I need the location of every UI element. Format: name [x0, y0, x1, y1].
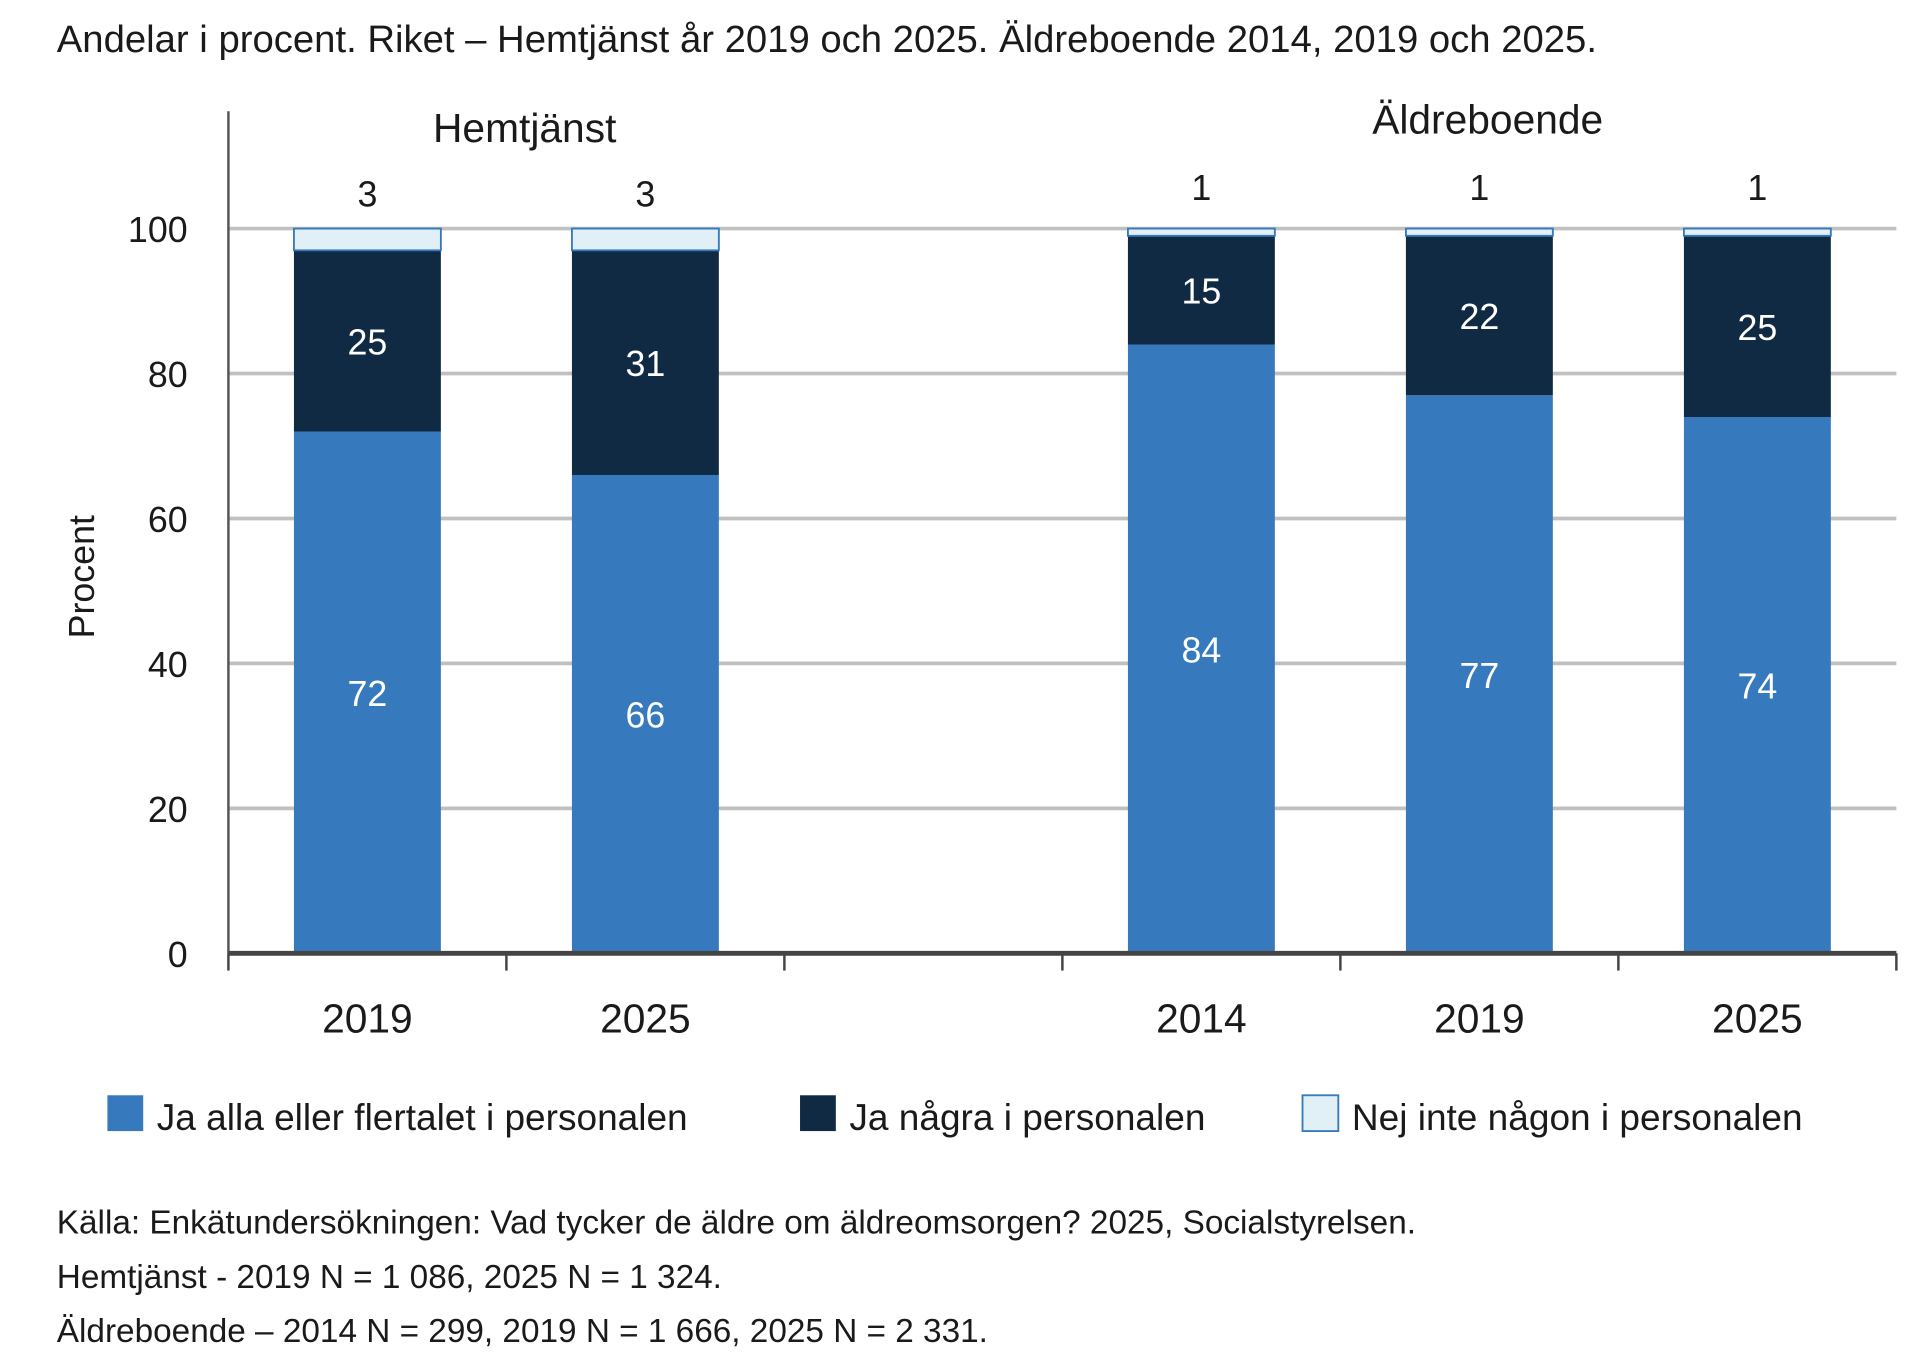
bar-segment	[571, 474, 719, 954]
bar-segment	[1682, 227, 1832, 237]
group-label: Hemtjänst	[433, 105, 617, 151]
bar-segment	[1127, 344, 1275, 954]
y-tick-label: 80	[148, 355, 188, 395]
bar-segment	[571, 227, 720, 252]
group-label: Äldreboende	[1372, 97, 1603, 143]
bar-segment	[1126, 227, 1276, 237]
x-tick-label: 2025	[1712, 995, 1803, 1041]
data-label: 72	[347, 674, 387, 714]
legend-swatch	[1301, 1094, 1340, 1133]
y-tick-label: 0	[168, 935, 188, 975]
bar-segment	[293, 250, 441, 432]
legend-swatch	[800, 1095, 836, 1132]
data-label: 22	[1459, 297, 1499, 337]
data-label: 84	[1181, 630, 1221, 670]
x-tick-label: 2014	[1156, 995, 1247, 1041]
y-axis-label: Procent	[62, 515, 102, 638]
legend-label: Ja några i personalen	[849, 1096, 1205, 1138]
data-label: 25	[1737, 308, 1777, 348]
bar-segment	[1405, 395, 1553, 954]
bar-segment	[293, 227, 442, 252]
y-tick-label: 40	[148, 645, 188, 685]
legend-swatch	[107, 1095, 144, 1132]
bar-segment	[571, 250, 719, 475]
data-label: 3	[357, 174, 377, 214]
x-tick-label: 2019	[1434, 995, 1525, 1041]
chart-title: Andelar i procent. Riket – Hemtjänst år …	[57, 18, 1597, 61]
data-label: 31	[625, 344, 665, 384]
hemtjanst-n-note: Hemtjänst - 2019 N = 1 086, 2025 N = 1 3…	[57, 1259, 722, 1296]
data-label: 1	[1747, 168, 1767, 208]
bar-segment	[1683, 235, 1831, 418]
legend-label: Ja alla eller flertalet i personalen	[157, 1096, 688, 1138]
data-label: 1	[1191, 168, 1211, 208]
y-tick-label: 20	[148, 790, 188, 830]
source-note: Källa: Enkätundersökningen: Vad tycker d…	[57, 1205, 1416, 1242]
bar-segment	[1683, 417, 1831, 954]
x-tick-label: 2019	[322, 995, 413, 1041]
data-label: 25	[347, 322, 387, 362]
legend-label: Nej inte någon i personalen	[1352, 1096, 1803, 1138]
bar-segment	[1405, 235, 1553, 396]
data-label: 15	[1181, 272, 1221, 312]
y-tick-label: 100	[128, 210, 188, 250]
bar-segment	[1127, 235, 1275, 345]
data-label: 1	[1469, 168, 1489, 208]
data-label: 66	[625, 696, 665, 736]
data-label: 77	[1459, 656, 1499, 696]
x-tick-label: 2025	[600, 995, 691, 1041]
bar-segment	[293, 431, 441, 954]
aldreboende-n-note: Äldreboende – 2014 N = 299, 2019 N = 1 6…	[57, 1313, 988, 1350]
bar-segment	[1404, 227, 1554, 237]
data-label: 3	[635, 174, 655, 214]
y-tick-label: 60	[148, 500, 188, 540]
data-label: 74	[1737, 667, 1777, 707]
